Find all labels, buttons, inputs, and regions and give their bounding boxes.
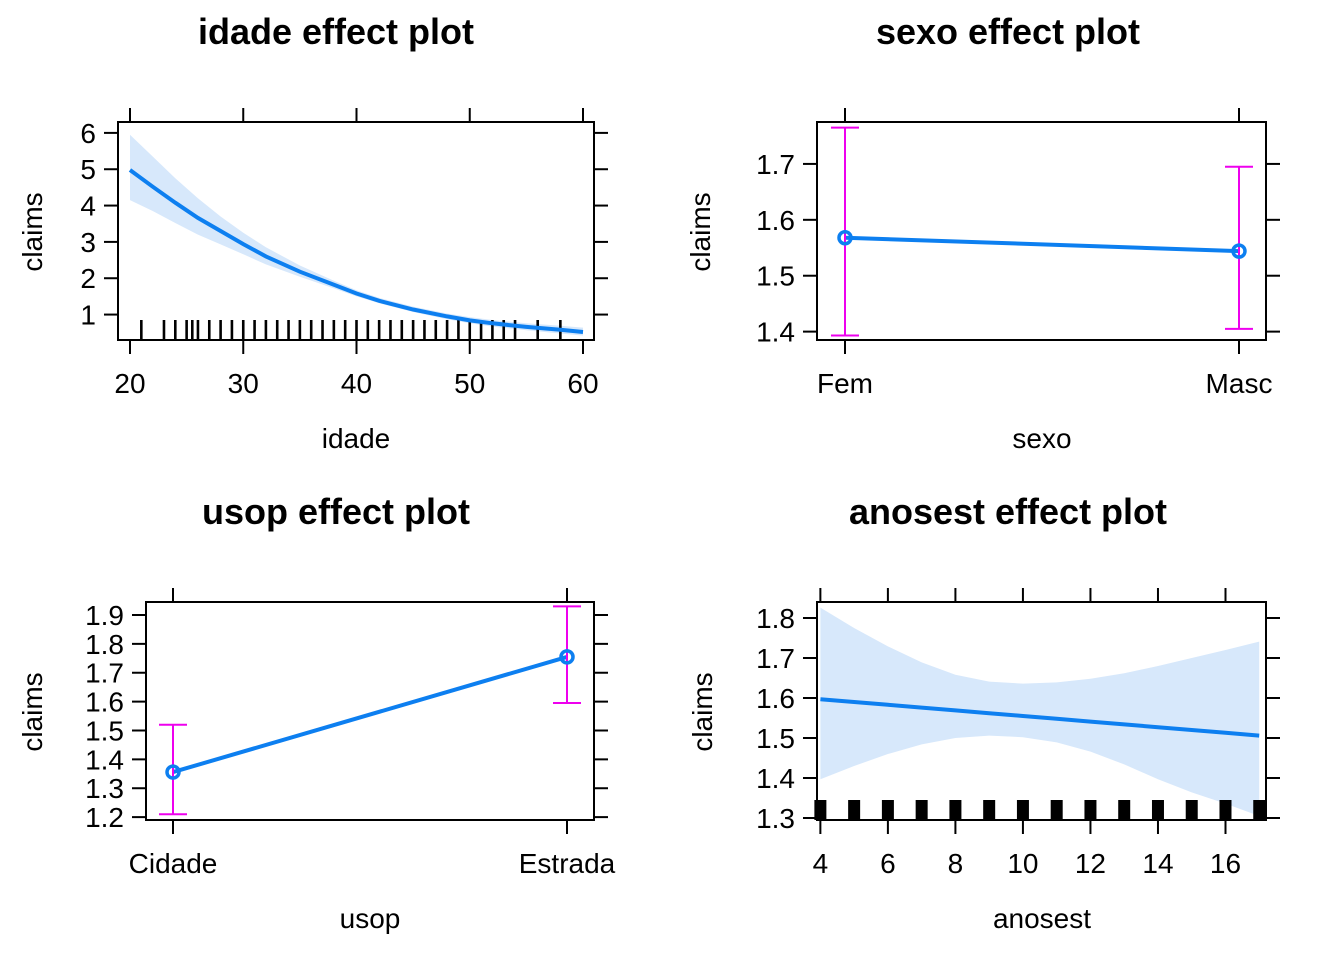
y-tick-label: 1: [80, 300, 96, 331]
y-tick-label: 5: [80, 154, 96, 185]
panel-usop: usop effect plot usop claims 1.21.31.41.…: [17, 491, 616, 934]
x-axis-label: idade: [322, 423, 391, 454]
y-tick-label: 1.7: [756, 643, 795, 674]
y-tick-label: 1.5: [756, 723, 795, 754]
rug-tick: [949, 800, 962, 820]
x-tick-label: 16: [1210, 848, 1241, 879]
x-tick-label: 60: [567, 368, 598, 399]
plot-frame: [117, 121, 595, 341]
rug-tick: [983, 800, 996, 820]
x-tick-label: Estrada: [519, 848, 616, 879]
rug-tick: [848, 800, 861, 820]
rug-tick: [1016, 800, 1029, 820]
y-axis-label: claims: [687, 672, 718, 751]
y-axis-label: claims: [17, 192, 48, 271]
panel-idade: idade effect plot idade claims 1 2 3 4 5 6 20 3…: [17, 11, 608, 454]
rug-tick: [915, 800, 928, 820]
y-tick-label: 1.6: [756, 683, 795, 714]
x-tick-label: 12: [1075, 848, 1106, 879]
panel-title: sexo effect plot: [876, 11, 1140, 52]
x-tick-label: Cidade: [129, 848, 218, 879]
rug-tick: [1185, 800, 1198, 820]
y-tick-label: 1.4: [756, 763, 795, 794]
y-tick-label: 1.7: [756, 149, 795, 180]
rug-tick: [1253, 800, 1266, 820]
x-tick-label: 6: [880, 848, 896, 879]
point-estimate: [1231, 243, 1247, 259]
fit-line: [172, 654, 568, 775]
rug-tick: [1151, 800, 1164, 820]
y-tick-label: 1.8: [756, 603, 795, 634]
x-tick-label: 50: [454, 368, 485, 399]
panel-title: anosest effect plot: [849, 491, 1167, 532]
panel-sexo: sexo effect plot sexo claims 1.4 1.5 1.6 1.…: [685, 11, 1280, 454]
y-tick-label: 1.2: [85, 802, 124, 833]
x-tick-label: Masc: [1206, 368, 1273, 399]
x-tick-label: 30: [228, 368, 259, 399]
y-tick-label: 1.3: [85, 773, 124, 804]
y-tick-label: 1.4: [756, 317, 795, 348]
rug-tick: [1118, 800, 1131, 820]
panel-title: usop effect plot: [202, 491, 470, 532]
panel-title: idade effect plot: [198, 11, 474, 52]
point-estimate: [559, 649, 575, 665]
rug-tick: [1219, 800, 1232, 820]
y-tick-label: 2: [80, 263, 96, 294]
rug-tick: [1050, 800, 1063, 820]
fit-line: [820, 697, 1260, 738]
y-tick-label: 1.5: [85, 715, 124, 746]
y-tick-label: 1.3: [756, 803, 795, 834]
point-estimate: [165, 764, 181, 780]
x-tick-label: 20: [114, 368, 145, 399]
confidence-band: [820, 607, 1260, 816]
plot-frame: [816, 121, 1267, 341]
x-tick-label: 10: [1007, 848, 1038, 879]
rug-tick: [881, 800, 894, 820]
rug-tick: [1084, 800, 1097, 820]
fit-line: [128, 168, 584, 334]
y-tick-label: 6: [80, 118, 96, 149]
y-tick-label: 1.8: [85, 629, 124, 660]
y-tick-label: 3: [80, 227, 96, 258]
panel-anosest: anosest effect plot anosest claims 1.3 1.…: [687, 491, 1280, 934]
plot-frame: [145, 601, 595, 821]
x-axis-label: usop: [340, 903, 401, 934]
plot-frame: [816, 601, 1267, 821]
x-tick-label: 40: [341, 368, 372, 399]
y-tick-label: 1.5: [756, 261, 795, 292]
x-tick-label: Fem: [817, 368, 873, 399]
y-tick-label: 1.4: [85, 744, 124, 775]
y-axis-label: claims: [685, 192, 716, 271]
confidence-band: [130, 134, 583, 336]
y-tick-label: 1.9: [85, 600, 124, 631]
y-tick-label: 1.7: [85, 658, 124, 689]
y-tick-label: 1.6: [85, 687, 124, 718]
x-tick-label: 14: [1142, 848, 1173, 879]
y-tick-label: 1.6: [756, 205, 795, 236]
x-tick-label: 4: [813, 848, 829, 879]
y-tick-label: 4: [80, 191, 96, 222]
point-estimate: [837, 229, 853, 246]
y-axis-label: claims: [17, 672, 48, 751]
x-axis-label: anosest: [993, 903, 1091, 934]
x-axis-label: sexo: [1012, 423, 1071, 454]
fit-line: [844, 235, 1240, 254]
x-tick-label: 8: [948, 848, 964, 879]
